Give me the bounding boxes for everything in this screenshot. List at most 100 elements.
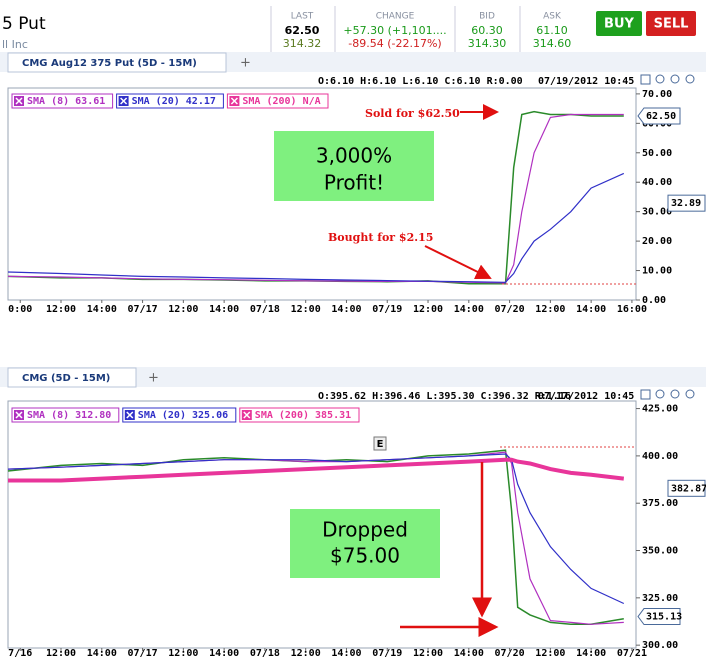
y-tick-label: 375.00 xyxy=(642,498,678,509)
callout-box xyxy=(290,509,440,578)
x-tick-label: 07/20 xyxy=(495,304,525,315)
add-tab[interactable]: + xyxy=(240,56,251,71)
y-tick-label: 10.00 xyxy=(642,266,672,277)
x-tick-label: 14:00 xyxy=(331,304,361,315)
y-tick-label: 325.00 xyxy=(642,593,678,604)
x-tick-label: 07/17 xyxy=(128,304,158,315)
series-line xyxy=(7,172,625,283)
tab[interactable] xyxy=(7,52,227,73)
x-tick-label: 07/17 xyxy=(128,648,158,659)
x-tick-label: 12:00 xyxy=(168,304,198,315)
legend-box xyxy=(11,407,120,423)
x-tick-label: 12:00 xyxy=(291,648,321,659)
legend-box xyxy=(116,93,224,109)
callout-text: Dropped xyxy=(322,518,408,542)
legend-label: SMA (8) 312.80 xyxy=(27,410,111,421)
tab[interactable] xyxy=(7,367,137,388)
y-tick-label: 20.00 xyxy=(642,236,672,247)
tab-label[interactable]: CMG Aug12 375 Put (5D - 15M) xyxy=(22,58,197,69)
legend-label: SMA (20) 325.06 xyxy=(138,410,228,421)
x-tick-label: 12:00 xyxy=(535,304,565,315)
sell-note: Sold for $62.50 xyxy=(365,107,460,120)
x-tick-label: 14:00 xyxy=(454,648,484,659)
quote-label: BID xyxy=(479,12,495,22)
x-tick-label: 07/18 xyxy=(250,304,280,315)
add-tab[interactable]: + xyxy=(148,371,159,386)
price-tag xyxy=(637,608,681,626)
tab-bar xyxy=(0,367,706,387)
x-tick-label: 7/16 xyxy=(8,648,32,659)
ohlc-info: O:395.62 H:396.46 L:395.30 C:396.32 R:1.… xyxy=(318,391,571,402)
callout-text: Profit! xyxy=(324,171,384,195)
x-tick-label: 14:00 xyxy=(454,304,484,315)
x-tick-label: 14:00 xyxy=(87,304,117,315)
price-tag xyxy=(667,479,706,497)
x-tick-label: 14:00 xyxy=(331,648,361,659)
legend-label: SMA (8) 63.61 xyxy=(27,96,105,107)
chart-date: 07/19/2012 10:45 xyxy=(538,76,634,87)
x-tick-label: 14:00 xyxy=(209,648,239,659)
sell-button[interactable] xyxy=(646,11,696,36)
x-tick-label: 07/19 xyxy=(372,304,402,315)
callout-box xyxy=(274,131,434,201)
event-label: E xyxy=(377,439,384,450)
symbol-title: 5 Put xyxy=(2,14,46,34)
legend-label: SMA (200) 385.31 xyxy=(255,410,351,421)
x-tick-label: 07/18 xyxy=(250,648,280,659)
legend-label: SMA (20) 42.17 xyxy=(132,96,216,107)
event-marker xyxy=(373,436,387,451)
legend-box xyxy=(11,93,114,109)
x-tick-label: 14:00 xyxy=(576,648,606,659)
x-tick-label: 14:00 xyxy=(576,304,606,315)
x-tick-label: 07/21 xyxy=(617,648,647,659)
x-tick-label: 12:00 xyxy=(168,648,198,659)
buy-button[interactable] xyxy=(596,11,642,36)
legend-label: SMA (200) N/A xyxy=(242,96,320,107)
buy-label[interactable]: BUY xyxy=(604,17,634,32)
buy-note: Bought for $2.15 xyxy=(328,231,433,244)
x-tick-label: 12:00 xyxy=(413,648,443,659)
y-tick-label: 300.00 xyxy=(642,640,678,651)
price-tag-label: 315.13 xyxy=(646,612,682,623)
quote-value: +57.30 (+1,101.... xyxy=(343,24,446,37)
quote-value: 314.32 xyxy=(283,37,322,50)
x-tick-label: 16:00 xyxy=(617,304,647,315)
quote-value: 60.30 xyxy=(471,24,503,37)
legend-box xyxy=(239,407,360,423)
legend-x xyxy=(126,411,134,419)
price-tag-label: 382.87 xyxy=(671,483,706,494)
ohlc-info: O:6.10 H:6.10 L:6.10 C:6.10 R:0.00 xyxy=(318,76,523,87)
symbol-subtitle: ll Inc xyxy=(2,38,28,51)
quote-label: CHANGE xyxy=(376,12,415,22)
quote-value: 61.10 xyxy=(536,24,568,37)
x-tick-label: 12:00 xyxy=(413,304,443,315)
callout-text: 3,000% xyxy=(316,144,392,168)
price-tag-label: 62.50 xyxy=(646,111,676,122)
price-tag-label: 32.89 xyxy=(671,198,701,209)
x-tick-label: 14:00 xyxy=(87,648,117,659)
quote-value: -89.54 (-22.17%) xyxy=(348,37,441,50)
legend-x xyxy=(243,411,251,419)
y-tick-label: 400.00 xyxy=(642,451,678,462)
tab-label[interactable]: CMG (5D - 15M) xyxy=(22,373,110,384)
legend-x xyxy=(15,411,23,419)
legend-box xyxy=(122,407,237,423)
chart-date: 07/17/2012 10:45 xyxy=(538,391,634,402)
x-tick-label: 07/20 xyxy=(495,648,525,659)
x-tick-label: 12:00 xyxy=(535,648,565,659)
series-line xyxy=(8,457,625,483)
x-tick-label: 14:00 xyxy=(209,304,239,315)
y-tick-label: 350.00 xyxy=(642,546,678,557)
y-tick-label: 0.00 xyxy=(642,295,666,306)
sell-label[interactable]: SELL xyxy=(654,17,689,32)
price-tag xyxy=(637,107,681,125)
quote-label: LAST xyxy=(291,12,314,22)
quote-label: ASK xyxy=(543,12,562,22)
series-line xyxy=(7,453,625,605)
y-tick-label: 70.00 xyxy=(642,89,672,100)
zoom-icons[interactable] xyxy=(640,74,695,400)
arrow xyxy=(424,245,492,279)
quote-value: 62.50 xyxy=(285,24,320,37)
y-tick-label: 50.00 xyxy=(642,148,672,159)
legend-x xyxy=(120,97,128,105)
